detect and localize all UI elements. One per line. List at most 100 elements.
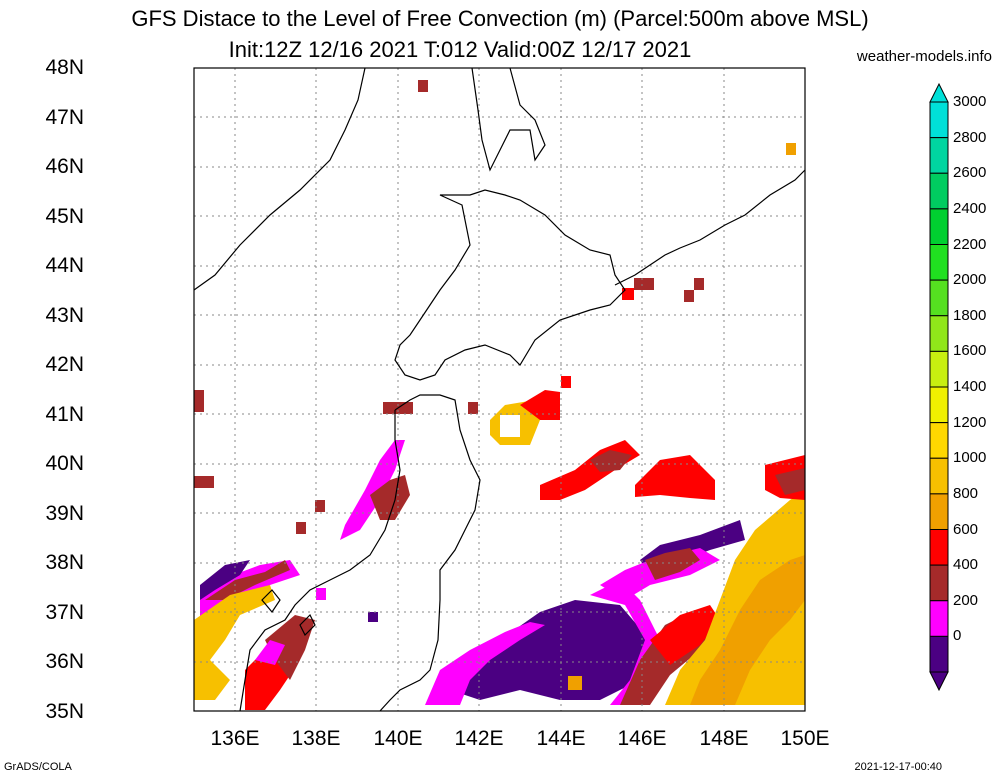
shade-brown-mid — [645, 548, 700, 580]
shade-spot — [622, 288, 634, 300]
colorbar — [929, 82, 949, 692]
shade-white-hole — [500, 415, 520, 437]
shade-spot — [684, 290, 694, 302]
lfc-shading — [194, 80, 805, 710]
shade-magenta-sw2 — [255, 640, 285, 665]
lon-label: 146E — [617, 727, 667, 750]
colorbar-label: 400 — [953, 556, 979, 574]
shade-brown-40n — [590, 450, 632, 472]
colorbar-swatch — [929, 422, 949, 459]
colorbar-label: 1000 — [953, 449, 987, 467]
coast-honshu-north — [379, 394, 481, 712]
shade-red-40n — [540, 440, 640, 500]
colorbar-label: 800 — [953, 484, 979, 502]
lon-label: 140E — [373, 727, 423, 750]
colorbar-swatch — [929, 493, 949, 530]
colorbar-label: 1400 — [953, 378, 987, 395]
graticule — [194, 68, 805, 711]
lat-label: 38N — [45, 551, 84, 574]
colorbar-swatch — [929, 457, 949, 495]
coast-honshu-west — [239, 410, 401, 712]
colorbar-label: 2000 — [953, 271, 987, 289]
shade-magenta-west — [340, 440, 405, 540]
colorbar-swatch — [929, 350, 949, 388]
lat-label: 37N — [45, 601, 84, 624]
colorbar-label: 3000 — [953, 93, 987, 110]
lat-label: 36N — [45, 650, 84, 673]
shade-spot — [316, 588, 326, 600]
footer-right: 2021-12-17-00:40 — [854, 761, 942, 773]
shade-red-south — [650, 605, 720, 665]
shade-orange-sw — [194, 585, 275, 700]
lat-label: 47N — [45, 106, 84, 129]
shade-spot — [315, 500, 325, 512]
colorbar-swatch — [929, 386, 949, 424]
colorbar-bottom-arrow — [929, 671, 949, 692]
coast-hokkaido — [394, 189, 626, 381]
coast-asia-mainland — [193, 67, 366, 291]
lat-label: 43N — [45, 304, 84, 327]
map-frame — [193, 67, 806, 712]
colorbar-label: 2400 — [953, 199, 987, 217]
shade-spot — [194, 390, 204, 412]
colorbar-swatch — [929, 529, 949, 566]
shade-magenta-south — [425, 622, 545, 705]
colorbar-swatch — [929, 279, 949, 317]
lat-label: 44N — [45, 254, 84, 277]
coast-sado — [261, 589, 281, 614]
colorbar-top-arrow — [929, 82, 949, 103]
shade-spot — [418, 80, 428, 92]
lat-label: 46N — [45, 155, 84, 178]
shade-spot — [368, 612, 378, 622]
shade-brown-sw — [205, 560, 290, 600]
coast-kurils — [614, 169, 806, 286]
footer-left: GrADS/COLA — [4, 761, 72, 773]
colorbar-swatch — [929, 564, 949, 602]
lat-label: 41N — [45, 403, 84, 426]
colorbar-label: 600 — [953, 520, 979, 538]
colorbar-swatch — [929, 137, 949, 174]
coast-noto — [299, 613, 316, 637]
lon-label: 136E — [210, 727, 260, 750]
shade-brown-west — [370, 475, 410, 520]
colorbar-label: 1200 — [953, 413, 987, 431]
shade-spot — [786, 143, 796, 155]
colorbar-label: 1800 — [953, 306, 987, 324]
colorbar-label: 200 — [953, 591, 979, 609]
colorbar-label: 2800 — [953, 128, 987, 146]
lon-label: 138E — [291, 727, 341, 750]
colorbar-label: 0 — [953, 627, 962, 645]
colorbar-swatch — [929, 600, 949, 637]
lat-label: 42N — [45, 353, 84, 376]
shade-spot — [468, 402, 478, 414]
shade-orange-south2 — [690, 555, 805, 705]
lat-label: 40N — [45, 452, 84, 475]
shade-spot — [296, 522, 306, 534]
lat-label: 45N — [45, 205, 84, 228]
lon-label: 150E — [780, 727, 830, 750]
colorbar-label: 1600 — [953, 342, 987, 360]
map-subtitle: Init:12Z 12/16 2021 T:012 Valid:00Z 12/1… — [228, 37, 692, 62]
shade-red-41n — [520, 390, 560, 420]
shade-purple-south — [450, 600, 650, 700]
colorbar-swatch — [929, 208, 949, 245]
site-credit: weather-models.info — [856, 48, 992, 65]
lon-label: 144E — [536, 727, 586, 750]
shade-spot — [561, 376, 571, 388]
lon-label: 148E — [699, 727, 749, 750]
colorbar-swatch — [929, 172, 949, 210]
colorbar-swatch — [929, 244, 949, 281]
shade-red-40n-b — [635, 455, 715, 500]
colorbar-swatch — [929, 635, 949, 673]
shade-spot — [194, 476, 214, 488]
shade-brown-east — [775, 468, 805, 495]
map-title: GFS Distace to the Level of Free Convect… — [131, 6, 869, 31]
lat-label: 48N — [45, 56, 84, 79]
lat-label: 35N — [45, 700, 84, 723]
colorbar-swatch — [929, 315, 949, 352]
coast-sakhalin — [471, 67, 546, 172]
colorbar-label: 2600 — [953, 164, 987, 182]
shade-spot — [634, 278, 654, 290]
shade-purple-sw — [200, 560, 250, 600]
